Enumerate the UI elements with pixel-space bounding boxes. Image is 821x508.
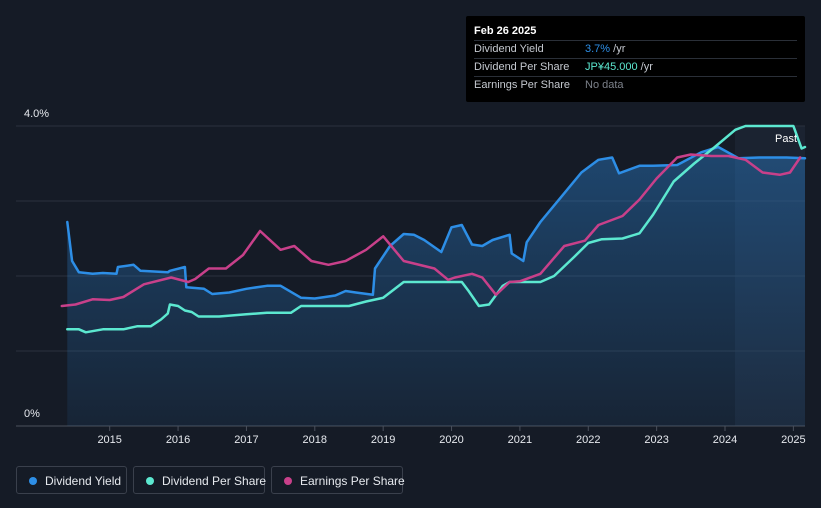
tooltip-label: Dividend Yield: [474, 43, 544, 55]
past-label: Past: [775, 133, 797, 145]
x-tick-label: 2022: [576, 434, 600, 446]
x-tick-label: 2017: [234, 434, 258, 446]
x-tick-label: 2016: [166, 434, 190, 446]
y-tick-label-top: 4.0%: [24, 108, 50, 120]
legend-label: Dividend Yield: [45, 474, 122, 488]
tooltip-row-dividend-per-share: Dividend Per Share JP¥45.000 /yr: [474, 58, 797, 76]
x-tick-label: 2015: [97, 434, 121, 446]
tooltip-value: No data: [585, 79, 624, 91]
legend-label: Earnings Per Share: [300, 474, 405, 488]
legend-dot-icon: [284, 477, 292, 485]
tooltip-date: Feb 26 2025: [474, 25, 537, 37]
tooltip-panel: Feb 26 2025 Dividend Yield 3.7% /yr Divi…: [466, 16, 805, 102]
dividend-yield-line: [66, 145, 807, 300]
earnings-per-share-line: [60, 153, 802, 308]
x-tick-label: 2023: [644, 434, 668, 446]
x-tick-label: 2025: [781, 434, 805, 446]
legend-dot-icon: [146, 477, 154, 485]
tooltip-label: Earnings Per Share: [474, 79, 570, 91]
y-tick-label-bottom: 0%: [24, 408, 40, 420]
dividend-per-share-line: [66, 124, 807, 334]
x-tick-label: 2018: [303, 434, 327, 446]
legend-dividend-yield[interactable]: Dividend Yield: [16, 466, 127, 494]
legend-dot-icon: [29, 477, 37, 485]
tooltip-value: 3.7% /yr: [585, 43, 626, 55]
legend-label: Dividend Per Share: [162, 474, 267, 488]
tooltip-row-dividend-yield: Dividend Yield 3.7% /yr: [474, 40, 797, 58]
tooltip-row-earnings-per-share: Earnings Per Share No data: [474, 76, 797, 94]
x-tick-label: 2019: [371, 434, 395, 446]
tooltip-value: JP¥45.000 /yr: [585, 61, 653, 73]
legend-dividend-per-share[interactable]: Dividend Per Share: [133, 466, 267, 494]
x-tick-label: 2020: [439, 434, 463, 446]
legend-earnings-per-share[interactable]: Earnings Per Share: [271, 466, 405, 494]
tooltip-label: Dividend Per Share: [474, 61, 570, 73]
x-tick-label: 2024: [713, 434, 737, 446]
x-tick-label: 2021: [508, 434, 532, 446]
